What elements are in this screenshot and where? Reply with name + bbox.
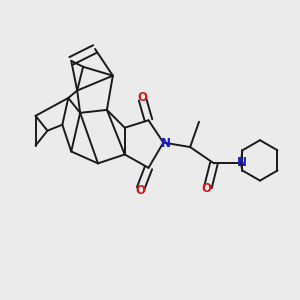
- Text: N: N: [161, 137, 171, 150]
- Text: O: O: [202, 182, 212, 194]
- Text: O: O: [137, 92, 147, 104]
- Text: N: N: [236, 156, 247, 169]
- Text: O: O: [135, 184, 145, 196]
